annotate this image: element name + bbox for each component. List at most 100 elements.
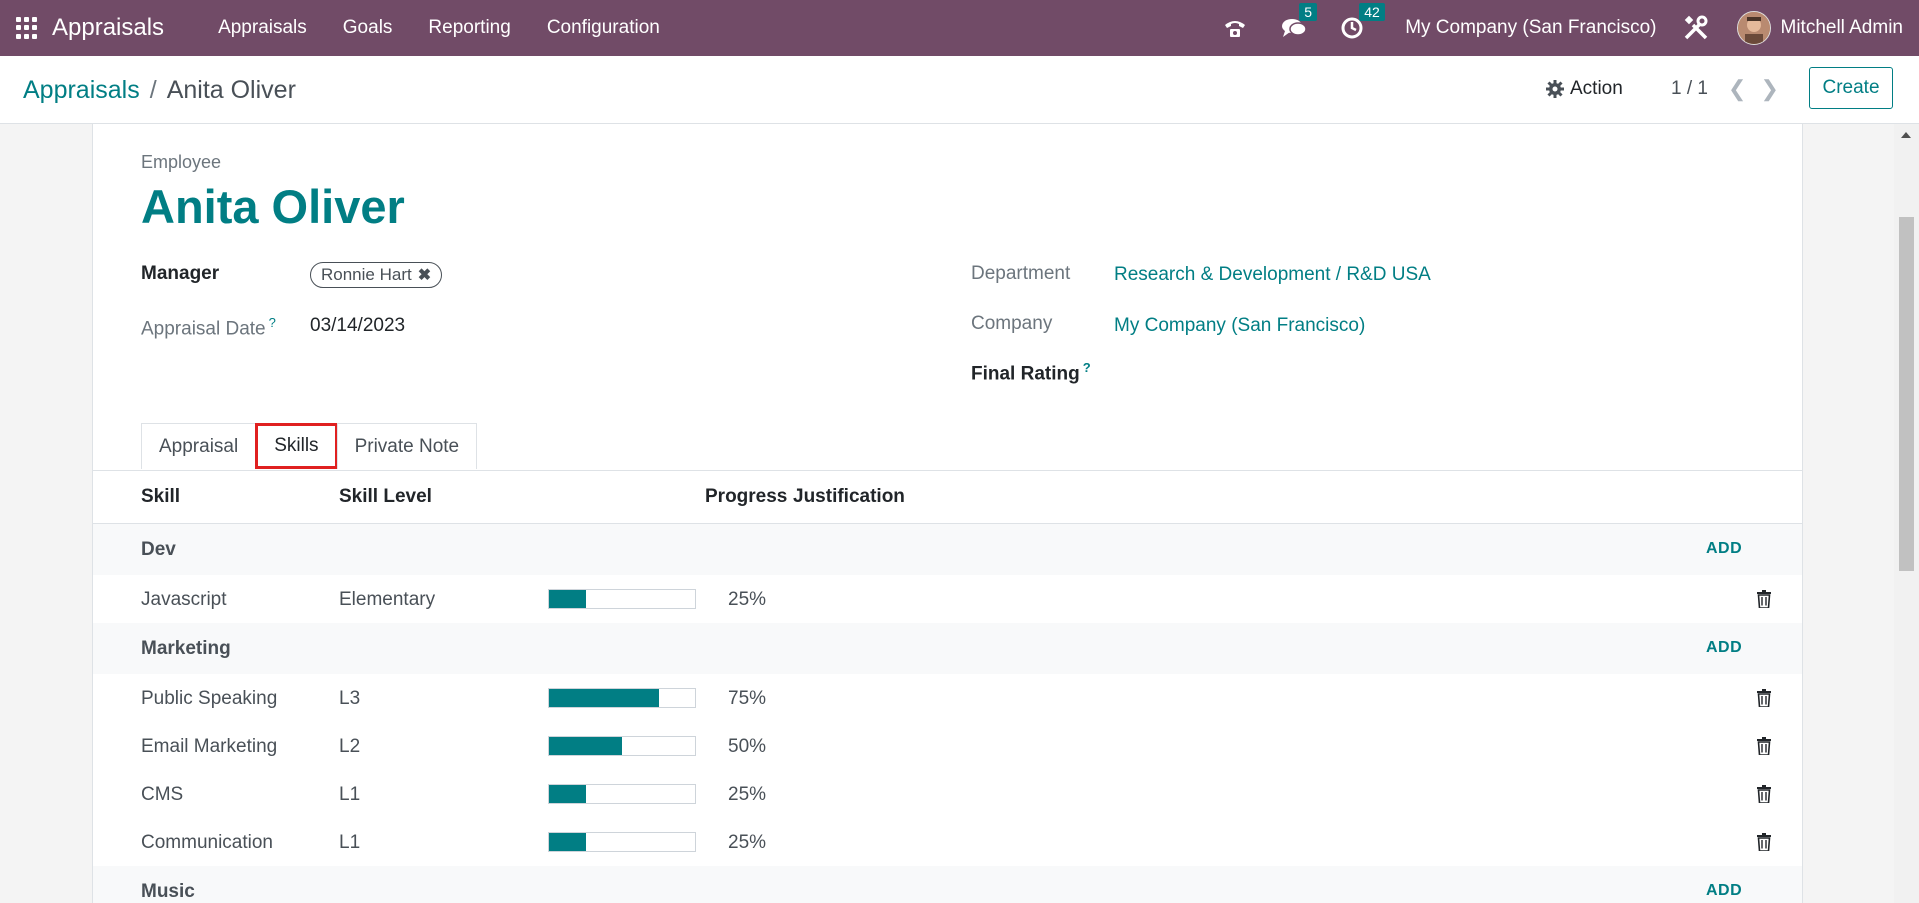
company-label: Company [971, 313, 1053, 334]
progress-bar-fill [549, 833, 586, 851]
table-row[interactable]: Communication L1 25% [93, 818, 1802, 867]
app-title[interactable]: Appraisals [52, 14, 165, 41]
tab-private-note[interactable]: Private Note [336, 423, 478, 469]
skill-level-cell[interactable]: L2 [339, 736, 361, 757]
progress-value: 75% [728, 688, 767, 709]
add-line-button[interactable]: ADD [1706, 540, 1743, 557]
help-icon[interactable]: ? [268, 315, 276, 330]
group-name: Marketing [141, 638, 231, 659]
add-line-button[interactable]: ADD [1706, 639, 1743, 656]
action-label: Action [1570, 78, 1623, 99]
appraisal-date-label: Appraisal Date? [141, 315, 276, 340]
trash-icon[interactable] [1757, 590, 1771, 608]
help-icon[interactable]: ? [1082, 360, 1091, 375]
tab-divider [93, 470, 1802, 471]
skill-level-cell[interactable]: L1 [339, 784, 361, 805]
manager-tag[interactable]: Ronnie Hart ✖ [310, 262, 443, 288]
gear-icon [1546, 80, 1564, 98]
skill-cell[interactable]: Javascript [141, 589, 227, 610]
progress-bar-fill [549, 689, 659, 707]
skill-cell[interactable]: Email Marketing [141, 736, 278, 757]
trash-icon[interactable] [1757, 737, 1771, 755]
menu-appraisals[interactable]: Appraisals [218, 17, 307, 38]
clock-icon[interactable]: 42 [1341, 3, 1385, 39]
create-button[interactable]: Create [1809, 67, 1893, 109]
trash-icon[interactable] [1757, 833, 1771, 851]
skills-table-header: Skill Skill Level Progress Justification [93, 471, 1802, 524]
menu-goals[interactable]: Goals [342, 17, 393, 38]
top-navbar: Appraisals Appraisals Goals Reporting Co… [0, 0, 1919, 56]
breadcrumb-parent[interactable]: Appraisals [23, 76, 140, 104]
chat-icon[interactable]: 5 [1281, 3, 1317, 39]
progress-bar [548, 736, 696, 756]
add-line-button[interactable]: ADD [1706, 882, 1743, 899]
notebook-tabs: Appraisal Skills Private Note [141, 423, 478, 469]
tab-skills[interactable]: Skills [255, 423, 338, 469]
company-switcher[interactable]: My Company (San Francisco) [1405, 17, 1657, 38]
breadcrumb-separator: / [149, 76, 157, 104]
skill-cell[interactable]: CMS [141, 784, 184, 805]
skill-level-cell[interactable]: L3 [339, 688, 361, 709]
group-name: Dev [141, 539, 176, 560]
table-row[interactable]: Javascript Elementary 25% [93, 575, 1802, 624]
chevron-right-icon[interactable]: ❯ [1760, 76, 1779, 101]
progress-bar [548, 589, 696, 609]
header-justification[interactable]: Justification [793, 486, 905, 507]
progress-bar-fill [549, 737, 622, 755]
form-sheet: Employee Anita Oliver Manager Ronnie Har… [92, 124, 1803, 903]
breadcrumb-current: Anita Oliver [166, 76, 296, 104]
pager-value[interactable]: 1 / 1 [1671, 78, 1708, 99]
table-row[interactable]: Email Marketing L2 50% [93, 722, 1802, 771]
employee-label: Employee [141, 152, 222, 172]
remove-tag-icon[interactable]: ✖ [417, 267, 432, 284]
trash-icon[interactable] [1757, 689, 1771, 707]
manager-label: Manager [141, 263, 220, 284]
progress-value: 50% [728, 736, 767, 757]
menu-configuration[interactable]: Configuration [546, 17, 660, 38]
debug-tools-icon[interactable] [1683, 15, 1709, 41]
avatar[interactable] [1736, 11, 1771, 45]
trash-icon[interactable] [1757, 785, 1771, 803]
department-label: Department [971, 263, 1071, 284]
header-skill-level[interactable]: Skill Level [339, 486, 432, 507]
progress-value: 25% [728, 832, 767, 853]
progress-value: 25% [728, 784, 767, 805]
final-rating-label: Final Rating? [971, 360, 1091, 385]
breadcrumb: Appraisals / Anita Oliver [23, 76, 296, 105]
group-row[interactable]: Music ADD [93, 866, 1802, 903]
department-link[interactable]: Research & Development / R&D USA [1114, 264, 1431, 285]
messages-badge: 5 [1299, 3, 1317, 21]
phone-icon[interactable] [1223, 17, 1247, 39]
skill-cell[interactable]: Public Speaking [141, 688, 278, 709]
scroll-up-arrow-icon[interactable] [1901, 132, 1911, 138]
skill-level-cell[interactable]: L1 [339, 832, 361, 853]
employee-name[interactable]: Anita Oliver [141, 180, 405, 233]
group-row[interactable]: Dev ADD [93, 524, 1802, 576]
company-link[interactable]: My Company (San Francisco) [1114, 315, 1366, 336]
progress-bar-fill [549, 785, 586, 803]
header-skill[interactable]: Skill [141, 486, 181, 507]
pager-arrows: ❮ ❯ [1728, 76, 1779, 102]
skill-cell[interactable]: Communication [141, 832, 273, 853]
control-panel: Appraisals / Anita Oliver Action 1 / 1 ❮… [0, 56, 1919, 124]
group-name: Music [141, 881, 195, 902]
tab-appraisal[interactable]: Appraisal [141, 423, 257, 469]
appraisal-date-field[interactable]: 03/14/2023 [310, 315, 406, 336]
user-menu[interactable]: Mitchell Admin [1780, 17, 1904, 38]
table-row[interactable]: Public Speaking L3 75% [93, 674, 1802, 723]
menu-reporting[interactable]: Reporting [428, 17, 511, 38]
scrollbar[interactable] [1894, 124, 1919, 903]
group-row[interactable]: Marketing ADD [93, 623, 1802, 675]
chevron-left-icon[interactable]: ❮ [1728, 76, 1747, 101]
progress-value: 25% [728, 589, 767, 610]
systray: 5 42 My Company (San Francisco) Mitchell… [1223, 0, 1919, 56]
apps-grid-icon[interactable] [16, 17, 38, 39]
table-row[interactable]: CMS L1 25% [93, 770, 1802, 819]
action-button[interactable]: Action [1546, 78, 1623, 100]
header-progress[interactable]: Progress [705, 486, 788, 507]
progress-bar [548, 688, 696, 708]
activities-badge: 42 [1359, 3, 1385, 21]
progress-bar [548, 784, 696, 804]
scroll-thumb[interactable] [1899, 217, 1914, 571]
skill-level-cell[interactable]: Elementary [339, 589, 436, 610]
